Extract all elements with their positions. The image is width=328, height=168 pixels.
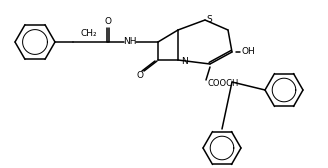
Text: O: O [136,72,144,80]
Text: CH₂: CH₂ [81,30,97,38]
Text: OH: OH [241,48,255,56]
Text: O: O [105,17,112,27]
Text: NH: NH [123,37,137,47]
Text: S: S [206,14,212,24]
Text: N: N [181,56,187,66]
Text: COOCH: COOCH [208,79,239,89]
